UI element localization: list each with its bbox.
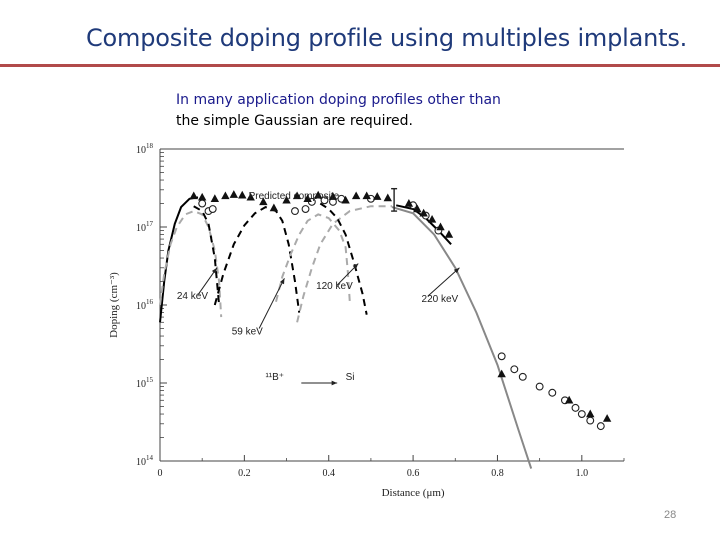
curve-120keV-implant (275, 213, 351, 303)
y-tick-label: 1015 (136, 376, 154, 390)
data-point-triangle (259, 197, 268, 206)
data-point-triangle (413, 204, 422, 213)
data-point-triangle (282, 195, 291, 204)
chart-markers (189, 190, 612, 431)
chart-curves (159, 187, 533, 469)
annotation-arrowhead (352, 263, 359, 270)
annotation-label: 24 keV (177, 291, 208, 302)
data-point-triangle (427, 214, 437, 223)
data-point-circle (208, 205, 217, 213)
curve-24keV-implant (159, 210, 223, 318)
x-tick-label: 0.2 (238, 468, 251, 479)
annotation-label: ¹¹B⁺ (265, 372, 284, 383)
x-tick-label: 0.8 (491, 468, 504, 479)
data-point-triangle (373, 192, 382, 200)
curve-120keV-implant-dark (319, 202, 368, 315)
data-point-circle (510, 365, 519, 374)
data-point-triangle (197, 192, 207, 201)
slide-number: 28 (664, 509, 677, 521)
data-point-triangle (419, 208, 428, 217)
data-point-triangle (328, 192, 338, 200)
x-tick-label: 0.6 (407, 468, 420, 479)
y-tick-label: 1014 (136, 454, 154, 468)
data-point-triangle (210, 194, 220, 202)
data-point-circle (320, 196, 329, 205)
annotation-label: 120 keV (316, 281, 353, 292)
slide-body: In many application doping profiles othe… (176, 90, 596, 132)
annotation-arrowhead (453, 267, 460, 274)
y-tick-label: 1016 (136, 298, 154, 312)
data-point-triangle (246, 192, 255, 201)
x-tick-label: 0 (158, 468, 163, 479)
data-point-circle (535, 382, 544, 391)
y-tick-label: 1017 (136, 220, 154, 234)
data-point-circle (301, 205, 310, 213)
x-tick-label: 0.4 (322, 468, 335, 479)
data-point-circle (497, 352, 506, 361)
data-point-circle (596, 422, 605, 431)
annotation-arrowhead (279, 278, 285, 285)
data-point-triangle (564, 395, 574, 404)
data-point-triangle (436, 222, 445, 231)
data-point-triangle (189, 191, 198, 200)
annotation-label: 59 keV (232, 326, 263, 337)
data-point-circle (518, 372, 527, 381)
data-point-circle (291, 207, 299, 216)
data-point-triangle (497, 369, 506, 378)
slide-title: Composite doping profile using multiples… (86, 24, 688, 52)
doping-profile-chart: 1018 1017 1016 1015 1014 0 0.2 0.4 0.6 0.8 1.0 Dist… (108, 142, 625, 499)
x-axis-label: Distance (μm) (382, 487, 445, 499)
annotation-arrow (258, 278, 285, 329)
data-point-circle (586, 416, 595, 425)
body-line: In many application doping profiles othe… (176, 92, 501, 108)
curve-composite-predicted (159, 196, 199, 323)
chart-axes (159, 148, 625, 462)
annotation-label: Si (346, 372, 355, 383)
data-point-circle (198, 199, 207, 208)
data-point-triangle (292, 191, 302, 200)
data-point-triangle (229, 190, 239, 198)
data-point-triangle (351, 191, 361, 200)
curve-24keV-implant-dark (193, 205, 221, 306)
y-tick-label: 1018 (136, 142, 154, 156)
data-point-triangle (362, 191, 371, 200)
annotation-arrow (427, 267, 460, 297)
title-divider (0, 64, 720, 67)
data-point-triangle (586, 409, 595, 418)
data-point-triangle (404, 199, 414, 207)
data-point-triangle (269, 203, 279, 212)
data-point-triangle (313, 190, 323, 199)
data-point-circle (577, 410, 586, 418)
chart-labels: 1018 1017 1016 1015 1014 0 0.2 0.4 0.6 0.8 1.0 Dist… (108, 142, 588, 499)
data-point-triangle (341, 195, 350, 204)
y-axis-label: Doping (cm⁻³) (108, 272, 120, 338)
annotation-arrowhead (211, 267, 217, 274)
curve-220keV-tail (391, 206, 533, 469)
data-point-triangle (602, 414, 612, 422)
annotation-label: Predicted composite (249, 191, 340, 202)
data-point-triangle (303, 194, 312, 202)
curve-220keV-implant-rise (296, 205, 392, 323)
x-tick-label: 1.0 (576, 468, 589, 479)
data-point-circle (571, 403, 580, 412)
data-point-triangle (444, 230, 454, 238)
data-point-triangle (238, 190, 247, 199)
body-line: the simple Gaussian are required. (176, 113, 413, 129)
data-point-triangle (221, 191, 230, 200)
annotation-label: 220 keV (422, 294, 459, 305)
curve-59keV-implant (213, 205, 301, 313)
data-point-triangle (383, 193, 392, 202)
annotation-arrowhead (331, 380, 338, 386)
data-point-circle (548, 388, 557, 397)
